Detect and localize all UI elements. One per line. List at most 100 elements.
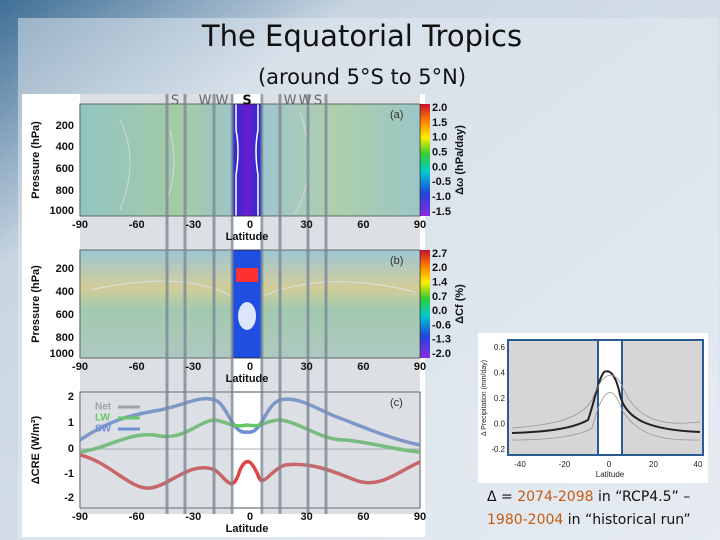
inset-box: [597, 339, 623, 456]
legend-label: LW: [95, 413, 111, 424]
regime-letter: S: [314, 94, 322, 109]
x-tick-label: -60: [129, 511, 145, 523]
regime-letter: W: [199, 94, 212, 109]
y-tick-label: 600: [56, 163, 74, 175]
regime-letter: W: [299, 94, 312, 109]
y-tick-label: 2: [68, 391, 74, 403]
colorbar-a: [420, 104, 430, 216]
inset-y-tick-label: 0.6: [494, 343, 506, 352]
colorbar-b: [420, 250, 430, 358]
plot-area-c: [79, 391, 421, 509]
shade: [264, 94, 420, 514]
x-tick-label: 90: [414, 219, 426, 231]
inset-y-tick-label: 0.2: [494, 394, 506, 403]
y-tick-label: 200: [56, 263, 74, 275]
y-axis-label: Pressure (hPa): [30, 265, 42, 343]
inset-y-tick-label: 0.0: [494, 420, 506, 429]
inset-x-axis-label: Latitude: [596, 470, 625, 479]
y-axis-label: Pressure (hPa): [30, 121, 42, 199]
colorbar-tick-label: 1.0: [432, 132, 447, 144]
panel-label: (a): [390, 109, 403, 121]
x-tick-label: 0: [247, 361, 253, 373]
x-tick-label: 60: [357, 219, 369, 231]
colorbar-label: Δω (hPa/day): [454, 125, 466, 195]
inset-y-tick-label: 0.4: [494, 369, 506, 378]
x-tick-label: -60: [129, 361, 145, 373]
regime-letter: W: [284, 94, 297, 109]
regime-letter: S: [242, 94, 251, 109]
y-tick-label: 400: [56, 141, 74, 153]
colorbar-tick-label: 2.0: [432, 262, 447, 274]
x-tick-label: 30: [301, 219, 313, 231]
colorbar-label: ΔCf (%): [454, 284, 466, 324]
colorbar-tick-label: 0.5: [432, 146, 447, 158]
legend-label: Net: [95, 402, 112, 413]
caption-line-1: Δ = 2074-2098 in “RCP4.5” –: [487, 489, 690, 505]
inset-x-tick-label: 20: [649, 460, 658, 469]
x-tick-label: -90: [72, 219, 88, 231]
shade: [80, 94, 230, 514]
x-axis-label: Latitude: [226, 523, 269, 535]
net-curve: [79, 453, 421, 490]
field-b-core: [238, 302, 256, 330]
y-axis-label: ΔCRE (W/m²): [30, 415, 42, 484]
x-tick-label: 0: [247, 219, 253, 231]
panel-label: (b): [390, 255, 403, 267]
colorbar-tick-label: -0.5: [432, 176, 451, 188]
caption-line-2: 1980-2004 in “historical run”: [487, 512, 691, 528]
x-tick-label: -30: [185, 361, 201, 373]
colorbar-tick-label: -0.6: [432, 319, 451, 331]
x-axis-label: Latitude: [226, 231, 269, 243]
inset-x-tick-label: -40: [514, 460, 526, 469]
inset-y-axis-label: Δ Precipitation (mm/day): [481, 360, 488, 436]
caption-text: in “historical run”: [563, 512, 690, 528]
legend-label: SW: [95, 424, 112, 435]
x-tick-label: 90: [414, 511, 426, 523]
lw-curve: [79, 418, 421, 454]
colorbar-tick-label: 2.7: [432, 248, 447, 260]
colorbar-tick-label: 1.4: [432, 276, 448, 288]
colorbar-tick-label: -1.5: [432, 206, 451, 218]
caption-period: 1980-2004: [487, 512, 563, 528]
x-tick-label: 0: [247, 511, 253, 523]
regime-overlay: [80, 94, 420, 514]
frame-a: [79, 103, 421, 217]
x-tick-label: -90: [72, 361, 88, 373]
frame-b: [79, 249, 421, 359]
sw-curve: [79, 397, 421, 447]
x-tick-label: 90: [414, 361, 426, 373]
contour: [235, 104, 259, 216]
caption-text: Δ =: [487, 489, 517, 505]
caption-period: 2074-2098: [517, 489, 593, 505]
y-tick-label: 1000: [50, 205, 74, 217]
caption-text: in “RCP4.5” –: [594, 489, 691, 505]
subtitle: (around 5°S to 5°N): [258, 65, 466, 89]
colorbar-tick-label: 1.5: [432, 117, 447, 129]
x-tick-label: 60: [357, 511, 369, 523]
title: The Equatorial Tropics: [201, 19, 522, 53]
colorbar-tick-label: -1.3: [432, 334, 451, 346]
x-axis-label: Latitude: [226, 373, 269, 385]
inset-curve: [511, 370, 701, 434]
y-tick-label: 800: [56, 332, 74, 344]
inset-x-tick-label: 0: [607, 460, 612, 469]
inset-ensemble: [511, 374, 701, 441]
y-tick-label: 400: [56, 286, 74, 298]
inset-y-tick-label: -0.2: [491, 445, 505, 454]
regime-letter: W: [216, 94, 229, 109]
colorbar-tick-label: -2.0: [432, 348, 451, 360]
x-tick-label: -30: [185, 511, 201, 523]
regime-letter: S: [171, 94, 179, 109]
field-b-core: [236, 268, 258, 282]
y-tick-label: 1: [68, 417, 74, 429]
x-tick-label: 60: [357, 361, 369, 373]
x-tick-label: 30: [301, 511, 313, 523]
inset-shade: [508, 340, 598, 455]
inset-x-tick-label: 40: [694, 460, 703, 469]
colorbar-tick-label: 0.0: [432, 161, 447, 173]
inset-x-tick-label: -20: [559, 460, 571, 469]
y-tick-label: 0: [68, 443, 74, 455]
colorbar-tick-label: 2.0: [432, 102, 447, 114]
colorbar-tick-label: 0.7: [432, 291, 447, 303]
